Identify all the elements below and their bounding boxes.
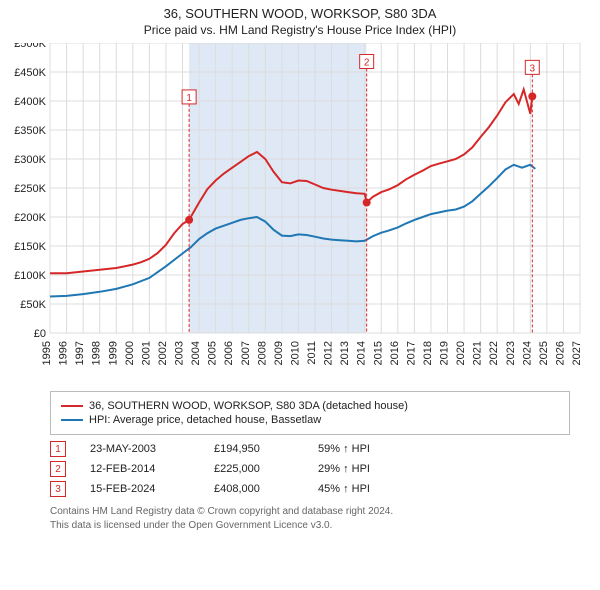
- svg-text:2004: 2004: [190, 341, 202, 365]
- svg-text:1995: 1995: [41, 341, 53, 365]
- sale-price: £408,000: [214, 483, 294, 495]
- title-address: 36, SOUTHERN WOOD, WORKSOP, S80 3DA: [0, 6, 600, 21]
- svg-text:£50K: £50K: [20, 299, 46, 311]
- sale-hpi: 29% ↑ HPI: [318, 463, 408, 475]
- legend: 36, SOUTHERN WOOD, WORKSOP, S80 3DA (det…: [50, 391, 570, 435]
- svg-text:2007: 2007: [240, 341, 252, 365]
- svg-text:£300K: £300K: [14, 154, 46, 166]
- svg-text:2027: 2027: [571, 341, 583, 365]
- svg-text:£0: £0: [34, 328, 46, 340]
- sale-date: 15-FEB-2024: [90, 483, 190, 495]
- svg-text:2005: 2005: [207, 341, 219, 365]
- svg-text:2000: 2000: [124, 341, 136, 365]
- sales-row: 3 15-FEB-2024 £408,000 45% ↑ HPI: [50, 481, 570, 497]
- sale-hpi: 59% ↑ HPI: [318, 443, 408, 455]
- svg-text:2009: 2009: [273, 341, 285, 365]
- svg-text:2013: 2013: [339, 341, 351, 365]
- footer-line2: This data is licensed under the Open Gov…: [50, 519, 570, 533]
- svg-text:2023: 2023: [505, 341, 517, 365]
- svg-text:2006: 2006: [223, 341, 235, 365]
- svg-text:2003: 2003: [174, 341, 186, 365]
- line-chart: £0 £50K £100K £150K £200K £250K £300K £350K £400…: [0, 43, 600, 383]
- svg-text:2015: 2015: [372, 341, 384, 365]
- sale-marker-box: 3: [50, 481, 66, 497]
- svg-text:2010: 2010: [289, 341, 301, 365]
- svg-text:2021: 2021: [472, 341, 484, 365]
- svg-text:2019: 2019: [439, 341, 451, 365]
- svg-text:2016: 2016: [389, 341, 401, 365]
- legend-label-property: 36, SOUTHERN WOOD, WORKSOP, S80 3DA (det…: [89, 400, 408, 412]
- svg-text:2001: 2001: [140, 341, 152, 365]
- legend-swatch-hpi: [61, 419, 83, 421]
- svg-text:1: 1: [186, 93, 192, 104]
- svg-text:2017: 2017: [405, 341, 417, 365]
- svg-text:3: 3: [530, 63, 536, 74]
- svg-text:£250K: £250K: [14, 183, 46, 195]
- svg-text:1999: 1999: [107, 341, 119, 365]
- legend-label-hpi: HPI: Average price, detached house, Bass…: [89, 414, 321, 426]
- svg-text:2020: 2020: [455, 341, 467, 365]
- svg-text:2024: 2024: [521, 341, 533, 365]
- svg-text:£400K: £400K: [14, 96, 46, 108]
- svg-text:£350K: £350K: [14, 125, 46, 137]
- sale-date: 12-FEB-2014: [90, 463, 190, 475]
- sales-row: 1 23-MAY-2003 £194,950 59% ↑ HPI: [50, 441, 570, 457]
- sales-table: 1 23-MAY-2003 £194,950 59% ↑ HPI 2 12-FE…: [50, 441, 570, 497]
- sale-marker-box: 1: [50, 441, 66, 457]
- svg-text:£450K: £450K: [14, 67, 46, 79]
- chart-titles: 36, SOUTHERN WOOD, WORKSOP, S80 3DA Pric…: [0, 0, 600, 37]
- svg-text:2002: 2002: [157, 341, 169, 365]
- svg-text:2018: 2018: [422, 341, 434, 365]
- svg-text:£100K: £100K: [14, 270, 46, 282]
- title-subtitle: Price paid vs. HM Land Registry's House …: [0, 23, 600, 37]
- svg-text:2022: 2022: [488, 341, 500, 365]
- svg-text:1998: 1998: [91, 341, 103, 365]
- chart-area: £0 £50K £100K £150K £200K £250K £300K £350K £400…: [0, 43, 600, 383]
- svg-text:2008: 2008: [256, 341, 268, 365]
- sale-marker-box: 2: [50, 461, 66, 477]
- svg-text:2025: 2025: [538, 341, 550, 365]
- footer-line1: Contains HM Land Registry data © Crown c…: [50, 505, 570, 519]
- legend-item-hpi: HPI: Average price, detached house, Bass…: [61, 414, 559, 426]
- svg-text:£500K: £500K: [14, 43, 46, 50]
- sale-price: £194,950: [214, 443, 294, 455]
- legend-swatch-property: [61, 405, 83, 407]
- footer: Contains HM Land Registry data © Crown c…: [50, 505, 570, 532]
- sale-hpi: 45% ↑ HPI: [318, 483, 408, 495]
- svg-text:2012: 2012: [323, 341, 335, 365]
- svg-text:2011: 2011: [306, 341, 318, 365]
- svg-text:1997: 1997: [74, 341, 86, 365]
- svg-text:£200K: £200K: [14, 212, 46, 224]
- sale-price: £225,000: [214, 463, 294, 475]
- sale-date: 23-MAY-2003: [90, 443, 190, 455]
- sales-row: 2 12-FEB-2014 £225,000 29% ↑ HPI: [50, 461, 570, 477]
- svg-text:2026: 2026: [554, 341, 566, 365]
- svg-text:2014: 2014: [356, 341, 368, 365]
- svg-text:1996: 1996: [58, 341, 70, 365]
- svg-text:2: 2: [364, 58, 370, 69]
- svg-text:£150K: £150K: [14, 241, 46, 253]
- legend-item-property: 36, SOUTHERN WOOD, WORKSOP, S80 3DA (det…: [61, 400, 559, 412]
